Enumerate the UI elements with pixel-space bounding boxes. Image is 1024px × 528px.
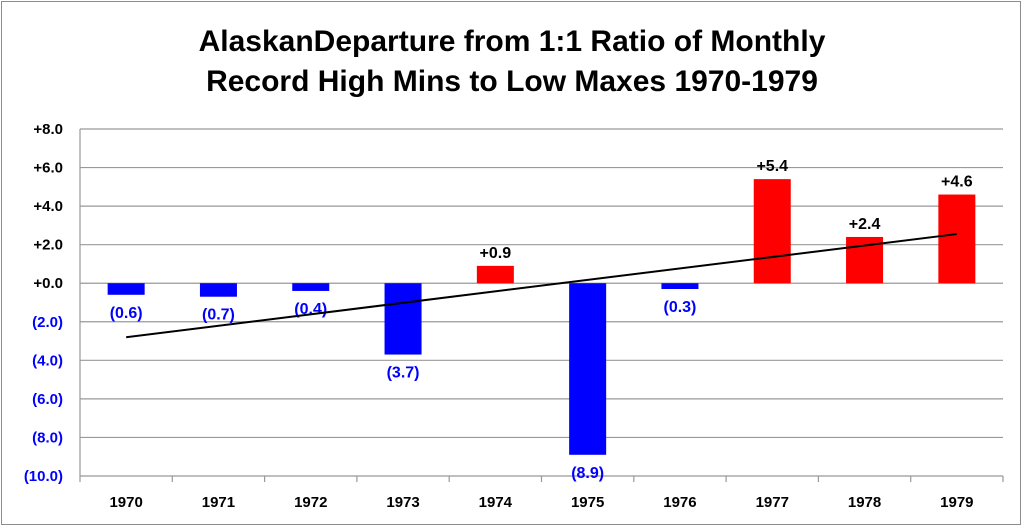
y-tick-label: (10.0): [24, 468, 63, 485]
y-tick-label: +0.0: [33, 275, 63, 292]
bar: [661, 283, 699, 290]
data-label: (0.3): [663, 299, 696, 316]
y-tick-label: (8.0): [32, 429, 63, 446]
data-label: +5.4: [756, 158, 788, 175]
data-label: +2.4: [849, 216, 881, 233]
bar: [569, 283, 607, 455]
y-tick-label: +4.0: [33, 198, 63, 215]
y-tick-label: +2.0: [33, 237, 63, 254]
bar: [476, 265, 514, 284]
data-label: (0.7): [202, 307, 235, 324]
x-tick-label: 1974: [479, 494, 513, 511]
x-tick-label: 1979: [940, 494, 973, 511]
bar: [938, 194, 976, 284]
trendline: [126, 233, 957, 339]
data-label: (0.6): [110, 305, 143, 322]
data-label: +4.6: [941, 174, 973, 191]
x-tick-label: 1971: [202, 494, 235, 511]
bar: [384, 283, 422, 355]
x-tick-label: 1972: [294, 494, 327, 511]
chart-subtitle: Record High Mins to Low Maxes 1970-1979: [206, 65, 818, 98]
y-tick-label: (2.0): [32, 314, 63, 331]
x-tick-label: 1977: [756, 494, 789, 511]
x-tick-label: 1970: [109, 494, 142, 511]
y-tick-label: +6.0: [33, 160, 63, 177]
data-label: (8.9): [571, 465, 604, 482]
bar: [107, 283, 145, 295]
data-label: (3.7): [387, 365, 420, 382]
y-tick-label: +8.0: [33, 121, 63, 138]
x-tick-label: 1975: [571, 494, 604, 511]
y-tick-label: (6.0): [32, 391, 63, 408]
data-label: +0.9: [480, 245, 512, 262]
chart-title: AlaskanDeparture from 1:1 Ratio of Month…: [198, 25, 826, 58]
bar: [753, 179, 791, 284]
y-tick-label: (4.0): [32, 352, 63, 369]
x-tick-label: 1976: [663, 494, 696, 511]
bar: [199, 283, 237, 297]
bar: [292, 283, 330, 291]
x-tick-label: 1978: [848, 494, 881, 511]
x-tick-label: 1973: [386, 494, 419, 511]
